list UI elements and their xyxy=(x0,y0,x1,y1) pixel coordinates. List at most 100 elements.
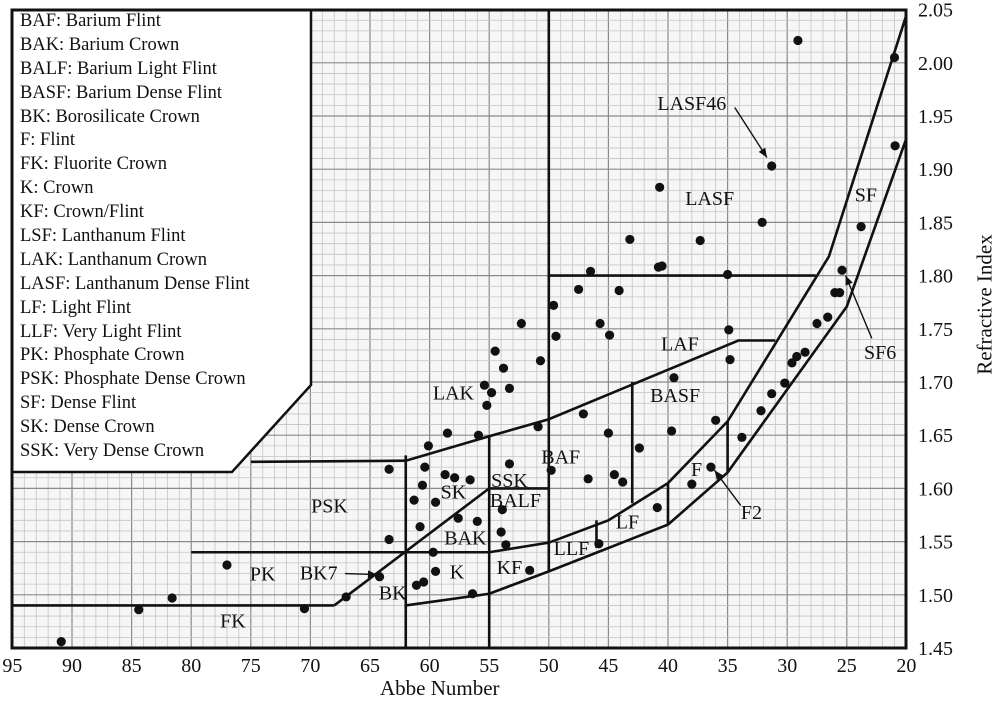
y-tick-label: 1.55 xyxy=(918,532,953,554)
glass-data-point xyxy=(800,347,810,357)
region-label-lak: LAK xyxy=(433,383,475,405)
y-tick-label: 1.50 xyxy=(918,585,953,607)
region-label-llf: LLF xyxy=(554,538,590,560)
glass-data-point xyxy=(856,222,866,232)
legend-entry: BASF: Barium Dense Flint xyxy=(20,82,222,103)
glass-data-point xyxy=(482,400,492,411)
glass-data-point xyxy=(574,284,584,295)
plot-frame xyxy=(10,8,908,650)
glass-data-point xyxy=(430,566,441,576)
legend-entry: LSF: Lanthanum Flint xyxy=(20,226,186,247)
glass-data-point xyxy=(657,261,667,271)
glass-data-point xyxy=(823,312,833,322)
x-tick-label: 50 xyxy=(539,655,559,677)
x-tick-label: 45 xyxy=(598,655,618,677)
glass-data-point xyxy=(687,479,697,489)
glass-data-point xyxy=(706,462,716,472)
glass-data-point xyxy=(497,505,507,515)
glass-data-point xyxy=(835,288,845,298)
glass-data-point xyxy=(609,469,619,480)
y-tick-label: 1.45 xyxy=(918,638,953,660)
glass-data-point xyxy=(535,356,546,366)
legend: BAF: Barium Flint BAK: Barium Crown BALF: … xyxy=(20,10,310,464)
region-label-f2: F2 xyxy=(741,502,762,524)
glass-data-point xyxy=(490,346,500,356)
legend-entry: K: Crown xyxy=(20,178,94,199)
glass-data-point xyxy=(604,330,615,340)
glass-data-point xyxy=(384,534,394,545)
glass-data-point xyxy=(780,378,790,388)
x-tick-label: 55 xyxy=(479,655,499,677)
region-boundary xyxy=(333,487,490,607)
legend-entry: F: Flint xyxy=(20,130,76,151)
glass-data-point xyxy=(787,358,797,368)
region-label-k: K xyxy=(450,561,465,583)
region-label-fk: FK xyxy=(220,610,246,632)
glass-data-point xyxy=(551,331,561,341)
arrow-lasf46 xyxy=(734,107,768,158)
y-tick-label: 1.75 xyxy=(918,319,953,341)
glass-data-point xyxy=(890,141,900,151)
glass-data-point xyxy=(666,426,677,436)
x-tick-label: 35 xyxy=(718,655,738,677)
glass-data-point xyxy=(167,593,177,603)
glass-data-point xyxy=(465,475,475,485)
x-tick-label: 65 xyxy=(360,655,380,677)
y-tick-label: 2.00 xyxy=(918,53,953,75)
region-label-lf: LF xyxy=(616,511,639,533)
region-label-sk: SK xyxy=(441,482,467,504)
glass-data-point xyxy=(411,580,422,590)
glass-data-point xyxy=(516,318,526,329)
glass-data-point xyxy=(655,182,665,192)
legend-entry: SSK: Very Dense Crown xyxy=(20,441,205,462)
arrowhead-icon xyxy=(845,275,853,286)
glass-data-point xyxy=(409,495,419,505)
axis-ticks: 95 90 85 80 75 70 65 60 55 50 45 40 35 30 25 201.45 1.50… xyxy=(2,0,953,677)
glass-data-point xyxy=(757,217,767,227)
glass-data-point xyxy=(548,300,559,310)
glass-data-point xyxy=(603,428,614,438)
glass-data-point xyxy=(585,266,596,276)
glass-data-point xyxy=(472,516,482,526)
glass-data-point xyxy=(420,462,430,472)
glass-data-point xyxy=(756,406,766,416)
arrowhead-icon xyxy=(367,570,378,579)
arrowhead-icon xyxy=(758,147,767,158)
glass-data-point xyxy=(504,383,515,393)
glass-data-point xyxy=(578,409,588,419)
region-label-sf6: SF6 xyxy=(864,342,896,364)
x-tick-label: 95 xyxy=(2,655,22,677)
x-tick-label: 60 xyxy=(420,655,440,677)
region-label-bak: BAK xyxy=(444,527,487,549)
region-label-bk7: BK7 xyxy=(300,562,338,584)
glass-data-point xyxy=(594,539,604,549)
x-tick-label: 90 xyxy=(62,655,82,677)
region-boundary xyxy=(250,339,776,464)
glass-data-point xyxy=(417,480,428,490)
glass-data-point xyxy=(614,285,624,296)
x-tick-label: 40 xyxy=(658,655,678,677)
arrow-bk7 xyxy=(344,570,378,579)
glass-data-point xyxy=(504,459,515,469)
legend-entry: PSK: Phosphate Dense Crown xyxy=(20,369,246,390)
y-tick-label: 2.05 xyxy=(918,0,953,22)
glass-data-point xyxy=(767,161,777,171)
glass-data-point xyxy=(501,540,511,550)
y-tick-label: 1.95 xyxy=(918,106,953,128)
region-label-kf: KF xyxy=(497,557,523,579)
region-boundary xyxy=(191,14,908,554)
legend-entry: PK: Phosphate Crown xyxy=(20,345,185,366)
arrow-sf6 xyxy=(844,275,873,339)
region-boundary xyxy=(405,137,908,607)
glass-data-point xyxy=(711,415,721,425)
glass-data-point xyxy=(793,35,803,46)
y-axis-title: Refractive Index xyxy=(972,234,996,375)
glass-data-point xyxy=(299,604,310,614)
glass-data-point xyxy=(453,513,463,523)
glass-data-point xyxy=(56,637,66,647)
glass-data-point xyxy=(374,572,385,582)
x-axis-title: Abbe Number xyxy=(380,676,500,700)
y-tick-label: 1.70 xyxy=(918,372,953,394)
